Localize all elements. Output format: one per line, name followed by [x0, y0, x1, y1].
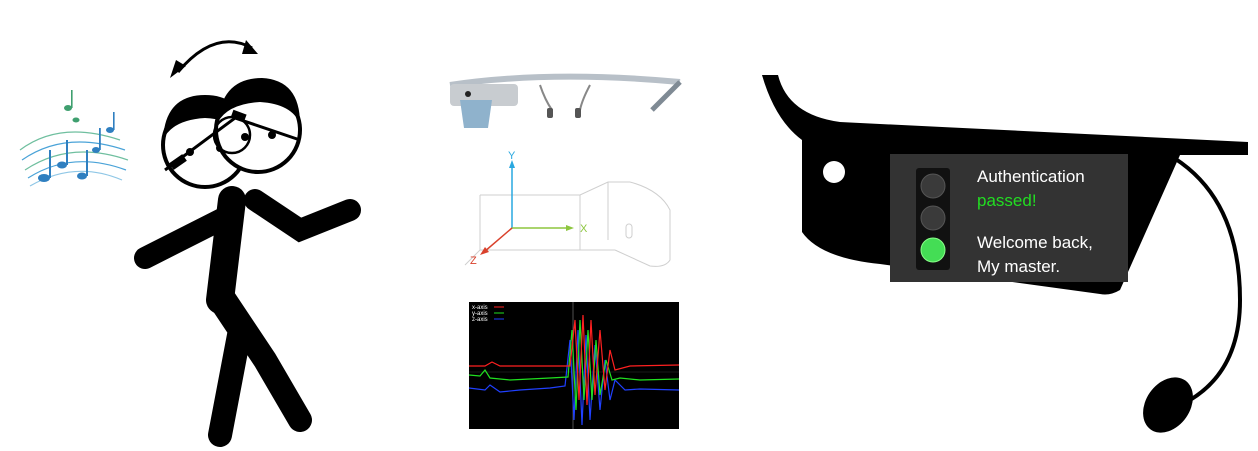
rotate-arrow-icon	[170, 40, 258, 78]
head-icon	[161, 78, 302, 189]
z-axis-label: Z	[470, 255, 477, 267]
welcome-text: Welcome back,	[977, 233, 1093, 252]
auth-title: Authentication	[977, 167, 1085, 186]
legend-x-axis: x-axis	[472, 305, 488, 311]
legend-y-axis: y-axis	[472, 311, 488, 317]
axes-diagram: Y X Z	[464, 150, 671, 267]
master-text: My master.	[977, 257, 1060, 276]
google-glass-icon	[449, 73, 682, 128]
legend-z-axis: z-axis	[472, 317, 488, 323]
camera-icon	[823, 161, 845, 183]
y-axis-signal	[468, 319, 680, 411]
glass-display-illustration: Authentication passed! Welcome back, My …	[740, 0, 1258, 451]
music-notes-icon	[19, 90, 129, 187]
auth-status: passed!	[977, 191, 1037, 210]
z-axis-signal	[468, 329, 680, 426]
y-axis-label: Y	[508, 150, 516, 162]
user-nodding-illustration	[0, 0, 430, 451]
x-axis-label: X	[580, 223, 588, 235]
x-axis-signal	[469, 314, 680, 406]
signal-plot: x-axis y-axis z-axis	[468, 302, 680, 429]
sensor-panel: Y X Z x-axis y-axis z-axis	[430, 0, 730, 451]
stick-figure-icon	[134, 186, 361, 447]
traffic-light-icon	[916, 168, 950, 270]
